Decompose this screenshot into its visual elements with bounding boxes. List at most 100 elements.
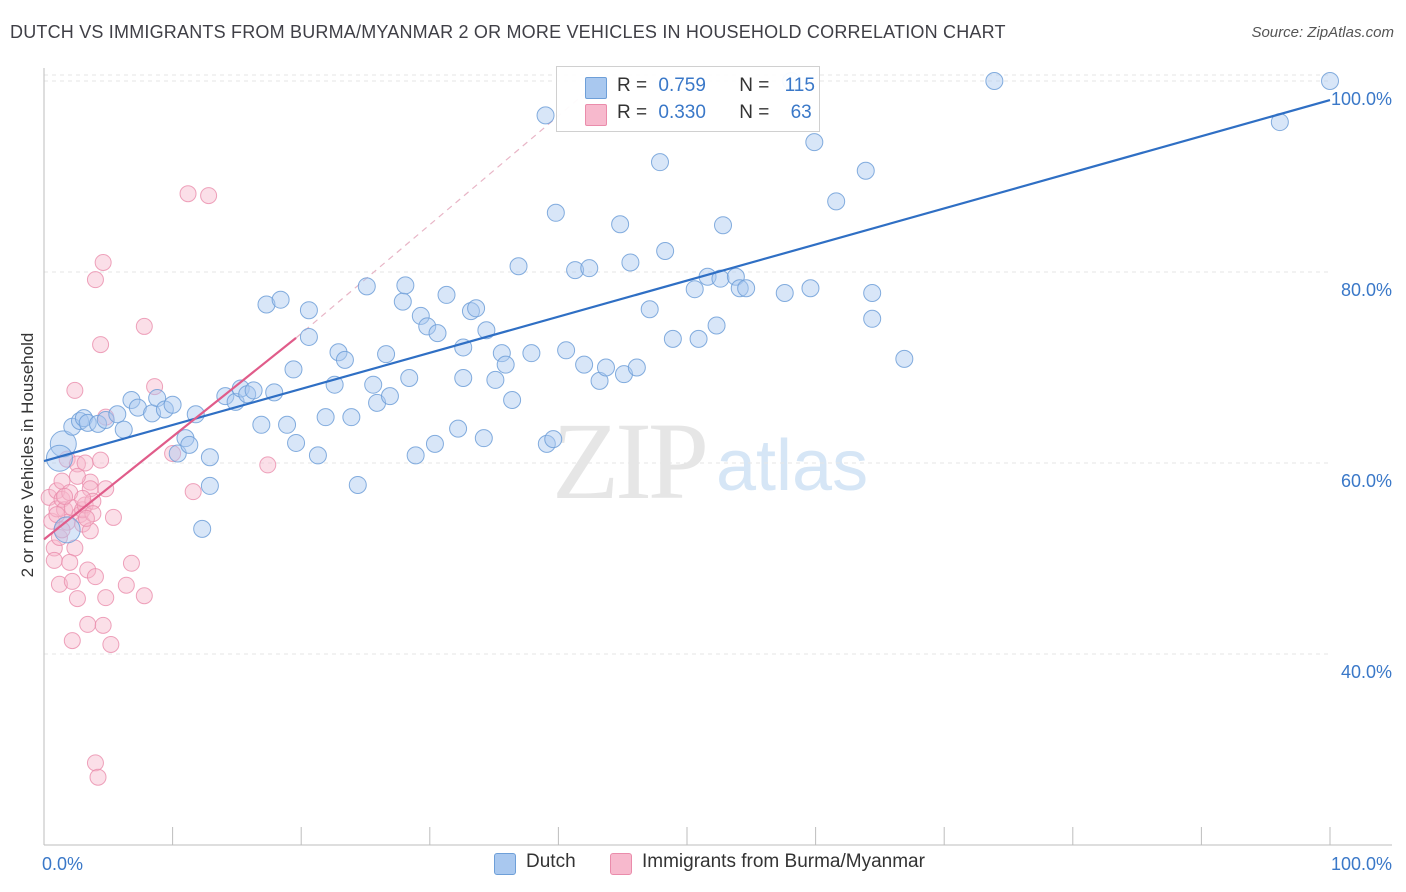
dutch-point	[580, 259, 599, 278]
burma-point	[45, 551, 63, 569]
dutch-point	[437, 285, 456, 304]
dutch-point	[707, 316, 726, 335]
burma-point	[77, 509, 95, 527]
burma-point	[63, 572, 81, 590]
dutch-n-label: N =	[739, 75, 770, 96]
burma-n-value: 63	[790, 102, 812, 123]
dutch-point	[271, 290, 290, 309]
y-tick-label: 80.0%	[1341, 280, 1392, 300]
dutch-point	[380, 387, 399, 406]
burma-point	[56, 487, 74, 505]
dutch-point	[180, 435, 199, 454]
dutch-point	[78, 413, 97, 432]
burma-point	[74, 489, 92, 507]
dutch-point	[656, 241, 675, 260]
burma-n-label: N =	[739, 102, 770, 123]
dutch-point	[1321, 72, 1339, 90]
dutch-point	[503, 390, 522, 409]
dutch-point	[575, 355, 594, 374]
watermark-atlas: atlas	[716, 426, 869, 506]
dutch-point	[200, 448, 219, 467]
burma-point	[179, 185, 197, 203]
burma-point	[68, 590, 86, 608]
dutch-point	[863, 284, 882, 303]
dutch-point	[108, 405, 127, 424]
dutch-point	[467, 299, 486, 318]
burma-point	[66, 381, 84, 399]
dutch-point	[428, 324, 447, 343]
dutch-r-value: 0.759	[658, 75, 706, 96]
burma-point	[200, 187, 218, 205]
dutch-point	[663, 329, 682, 348]
y-tick-label: 40.0%	[1341, 662, 1392, 682]
burma-point	[86, 568, 104, 586]
dutch-legend-swatch	[585, 77, 607, 99]
burma-point	[63, 632, 81, 650]
dutch-point	[96, 411, 115, 430]
burma-point	[259, 456, 277, 474]
dutch-point	[492, 344, 511, 363]
burma-point	[61, 553, 79, 571]
dutch-point	[522, 344, 541, 363]
dutch-point	[496, 355, 515, 374]
dutch-point	[45, 444, 73, 472]
dutch-bottom-swatch	[494, 853, 516, 875]
y-tick-label: 100.0%	[1331, 89, 1392, 109]
burma-point	[86, 754, 104, 772]
burma-point	[86, 271, 104, 289]
burma-point	[94, 616, 112, 634]
dutch-point	[425, 434, 444, 453]
dutch-point	[287, 433, 306, 452]
burma-point	[94, 253, 112, 271]
dutch-point	[316, 408, 335, 427]
burma-point	[122, 554, 140, 572]
burma-point	[146, 378, 164, 396]
burma-point	[79, 615, 97, 633]
dutch-point	[308, 446, 327, 465]
burma-point	[97, 589, 115, 607]
dutch-point	[114, 420, 133, 439]
dutch-point	[244, 381, 263, 400]
source-label: Source: ZipAtlas.com	[1251, 24, 1394, 41]
dutch-point	[546, 203, 565, 222]
dutch-point	[342, 408, 361, 427]
dutch-point	[895, 349, 914, 368]
burma-trend-extension	[295, 80, 600, 339]
dutch-point	[486, 370, 505, 389]
dutch-point	[461, 302, 480, 321]
dutch-point	[863, 309, 882, 328]
dutch-point	[329, 343, 348, 362]
dutch-legend-row: R = 0.759 N = 115	[617, 75, 815, 101]
dutch-point	[477, 321, 496, 340]
dutch-point	[621, 253, 640, 272]
dutch-point	[357, 277, 376, 296]
burma-point	[68, 467, 86, 485]
dutch-point	[544, 430, 563, 449]
dutch-point	[193, 519, 212, 538]
dutch-point	[418, 317, 437, 336]
dutch-point	[536, 106, 555, 125]
burma-point	[50, 575, 68, 593]
dutch-point	[411, 306, 430, 325]
y-axis-label: 2 or more Vehicles in Household	[18, 332, 37, 578]
burma-point	[92, 451, 110, 469]
burma-r-value: 0.330	[658, 102, 706, 123]
burma-legend-row: R = 0.330 N = 63	[617, 102, 812, 128]
burma-point	[102, 635, 120, 653]
dutch-point	[400, 369, 419, 388]
watermark-zip: ZIP	[552, 400, 709, 522]
dutch-point	[348, 475, 367, 494]
dutch-point	[509, 257, 528, 276]
dutch-point	[611, 215, 630, 234]
dutch-point	[200, 476, 219, 495]
dutch-point	[335, 350, 354, 369]
dutch-point	[53, 516, 81, 544]
burma-trend-line	[43, 337, 297, 541]
dutch-point	[449, 419, 468, 438]
dutch-point	[985, 72, 1004, 90]
dutch-point	[122, 390, 141, 409]
chart-title: DUTCH VS IMMIGRANTS FROM BURMA/MYANMAR 2…	[10, 22, 1006, 42]
dutch-point	[163, 395, 182, 414]
dutch-point	[726, 267, 745, 286]
dutch-point	[284, 360, 303, 379]
